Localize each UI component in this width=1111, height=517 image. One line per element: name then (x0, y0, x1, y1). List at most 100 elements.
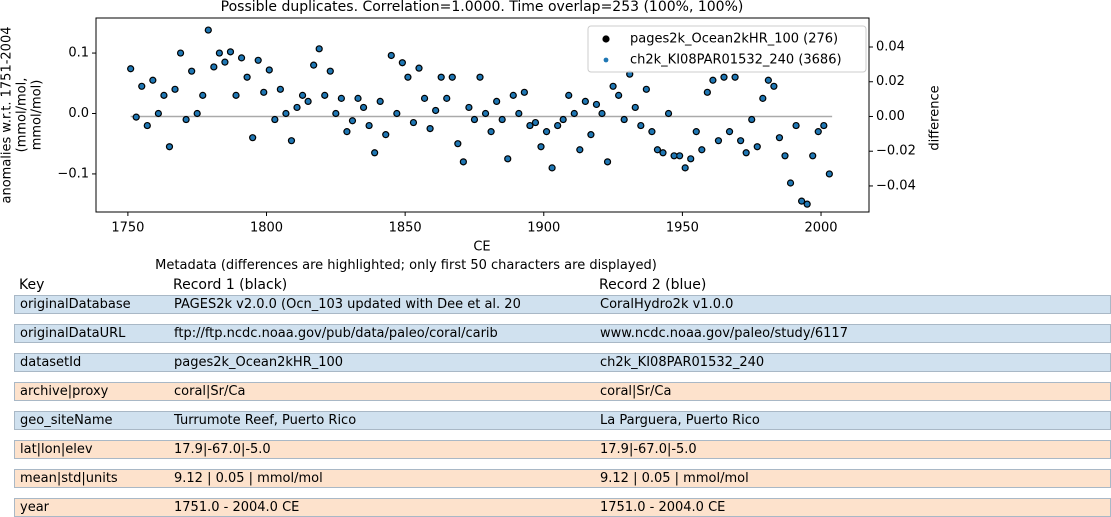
table-row: geo_siteName Turrumote Reef, Puerto Rico L… (14, 411, 1111, 430)
data-point (383, 132, 389, 138)
data-point (388, 53, 394, 58)
data-point (793, 123, 799, 128)
y2-tick-label: −0.02 (876, 144, 916, 159)
data-point (211, 64, 217, 70)
data-point (799, 198, 805, 204)
data-point (666, 111, 671, 116)
data-point (732, 74, 738, 80)
data-point (427, 126, 433, 131)
x-axis-label: CE (473, 240, 490, 255)
data-point (765, 77, 771, 83)
data-point (782, 153, 788, 159)
data-point (466, 105, 472, 110)
data-point (605, 159, 610, 165)
data-point (749, 117, 755, 122)
data-point (144, 123, 150, 128)
data-point (577, 147, 583, 153)
table-row: originalDatabase PAGES2k v2.0.0 (Ocn_103 … (14, 295, 1111, 314)
y2-tick-label: 0.04 (876, 40, 905, 55)
data-point (194, 111, 200, 116)
y-axis-label: (mmol/mol, (15, 78, 30, 153)
legend-label: ch2k_KI08PAR01532_240 (3686) (630, 53, 842, 68)
data-point (643, 86, 649, 92)
data-point (200, 92, 206, 98)
data-point (788, 180, 793, 186)
data-point (139, 83, 145, 89)
data-point (438, 74, 444, 80)
data-point (777, 135, 782, 141)
data-point (266, 67, 272, 73)
data-point (216, 50, 222, 56)
data-point (693, 129, 699, 135)
data-point (372, 150, 378, 156)
table-cell: year (20, 500, 50, 515)
data-point (255, 57, 261, 63)
data-point (621, 117, 627, 122)
table-cell: 17.9|-67.0|-5.0 (600, 442, 697, 457)
table-cell: CoralHydro2k v1.0.0 (600, 297, 734, 312)
data-point (649, 129, 655, 135)
data-point (333, 111, 339, 116)
table-cell: mean|std|units (20, 471, 118, 486)
table-cell: geo_siteName (20, 413, 113, 428)
data-point (727, 129, 732, 135)
data-point (754, 144, 760, 150)
legend-marker (603, 57, 609, 63)
data-point (771, 83, 777, 89)
data-point (616, 92, 622, 98)
data-point (289, 138, 294, 144)
data-point (394, 111, 400, 116)
y2-tick-label: 0.00 (876, 109, 905, 124)
data-point (233, 92, 239, 98)
data-point (244, 74, 250, 80)
data-point (743, 150, 749, 156)
data-point (305, 99, 311, 104)
data-point (322, 92, 328, 98)
table-row: datasetId pages2k_Ocean2kHR_100 ch2k_KI08P… (14, 353, 1111, 372)
data-point (172, 86, 178, 92)
data-point (588, 132, 594, 138)
data-point (810, 153, 816, 159)
data-point (760, 95, 766, 101)
table-cell: originalDataURL (20, 326, 126, 341)
table-cell: www.ncdc.noaa.gov/paleo/study/6117 (600, 326, 848, 341)
data-point (460, 159, 466, 165)
table-cell: originalDatabase (20, 297, 131, 312)
data-point (560, 117, 566, 122)
data-point (167, 144, 172, 150)
data-point (283, 111, 289, 116)
data-point (161, 92, 167, 98)
data-point (632, 105, 638, 110)
table-cell: 1751.0 - 2004.0 CE (600, 500, 726, 515)
x-tick-label: 1750 (111, 221, 144, 236)
x-tick-label: 1900 (527, 221, 560, 236)
y-tick-label: 0.1 (68, 46, 89, 61)
data-point (316, 46, 322, 52)
data-point (433, 108, 439, 113)
table-row: lat|lon|elev 17.9|-67.0|-5.0 17.9|-67.0|-5… (14, 440, 1111, 459)
table-cell: pages2k_Ocean2kHR_100 (174, 355, 344, 370)
data-point (133, 114, 139, 120)
table-cell: Record 2 (blue) (599, 277, 707, 293)
data-point (366, 123, 372, 128)
data-point (505, 156, 511, 162)
data-point (494, 99, 500, 104)
table-cell: Key (19, 277, 45, 293)
data-point (677, 153, 683, 159)
data-point (361, 105, 366, 110)
data-point (516, 111, 522, 116)
table-cell: Record 1 (black) (173, 277, 288, 293)
data-point (327, 68, 333, 74)
data-point (699, 147, 705, 153)
table-cell: 9.12 | 0.05 | mmol/mol (600, 471, 749, 486)
table-row: archive|proxy coral|Sr/Ca coral|Sr/Ca (14, 382, 1111, 401)
data-point (455, 141, 461, 147)
data-point (826, 171, 832, 177)
data-point (688, 156, 694, 162)
plot-frame (95, 17, 870, 213)
data-point (594, 102, 599, 107)
table-cell: PAGES2k v2.0.0 (Ocn_103 updated with Dee… (174, 297, 521, 312)
table-cell: La Parguera, Puerto Rico (600, 413, 760, 428)
data-point (272, 117, 278, 122)
